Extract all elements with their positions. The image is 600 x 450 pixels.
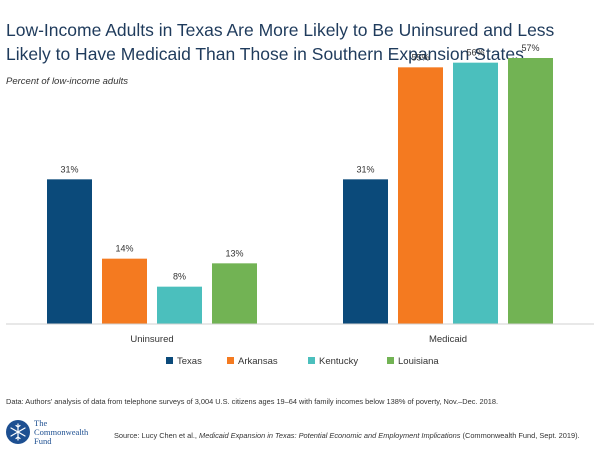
category-label-uninsured: Uninsured: [130, 334, 173, 345]
bar-uninsured-kentucky: [157, 286, 202, 324]
logo-wordmark: The Commonwealth Fund: [34, 418, 89, 446]
data-label-medicaid-texas: 31%: [356, 164, 374, 174]
bar-medicaid-louisiana: [508, 58, 553, 324]
legend-swatch-kentucky: [308, 357, 315, 364]
data-label-uninsured-kentucky: 8%: [173, 272, 186, 282]
category-labels: Uninsured Medicaid: [130, 334, 467, 345]
source-title: Medicaid Expansion in Texas: Potential E…: [199, 431, 461, 440]
source-note: Source: Lucy Chen et al., Medicaid Expan…: [114, 431, 580, 440]
snowflake-icon: [6, 420, 30, 444]
data-note: Data: Authors’ analysis of data from tel…: [6, 397, 499, 406]
data-label-uninsured-texas: 31%: [60, 164, 78, 174]
legend-label-arkansas: Arkansas: [238, 356, 278, 367]
legend-swatch-arkansas: [227, 357, 234, 364]
bar-medicaid-texas: [343, 179, 388, 324]
bar-uninsured-texas: [47, 179, 92, 324]
bar-medicaid-kentucky: [453, 62, 498, 325]
data-label-uninsured-arkansas: 14%: [115, 244, 133, 254]
legend-label-kentucky: Kentucky: [319, 356, 358, 367]
chart-title: Low-Income Adults in Texas Are More Like…: [6, 20, 555, 64]
category-label-medicaid: Medicaid: [429, 334, 467, 345]
legend-swatch-louisiana: [387, 357, 394, 364]
legend-label-texas: Texas: [177, 356, 202, 367]
chart-subtitle: Percent of low-income adults: [6, 76, 128, 87]
bar-chart: 31% 14% 8% 13% 31% 55% 56% 57% Uninsured Medicai…: [6, 43, 594, 367]
legend-swatch-texas: [166, 357, 173, 364]
legend-label-louisiana: Louisiana: [398, 356, 439, 367]
data-label-medicaid-kentucky: 56%: [466, 48, 484, 58]
bars-layer: 31% 14% 8% 13% 31% 55% 56% 57%: [47, 43, 553, 325]
bar-medicaid-arkansas: [398, 67, 443, 324]
commonwealth-fund-logo: The Commonwealth Fund: [6, 418, 96, 448]
legend: Texas Arkansas Kentucky Louisiana: [166, 356, 439, 367]
bar-uninsured-arkansas: [102, 258, 147, 324]
data-label-medicaid-louisiana: 57%: [521, 43, 539, 53]
data-label-medicaid-arkansas: 55%: [411, 52, 429, 62]
data-label-uninsured-louisiana: 13%: [225, 248, 243, 258]
bar-uninsured-louisiana: [212, 263, 257, 324]
